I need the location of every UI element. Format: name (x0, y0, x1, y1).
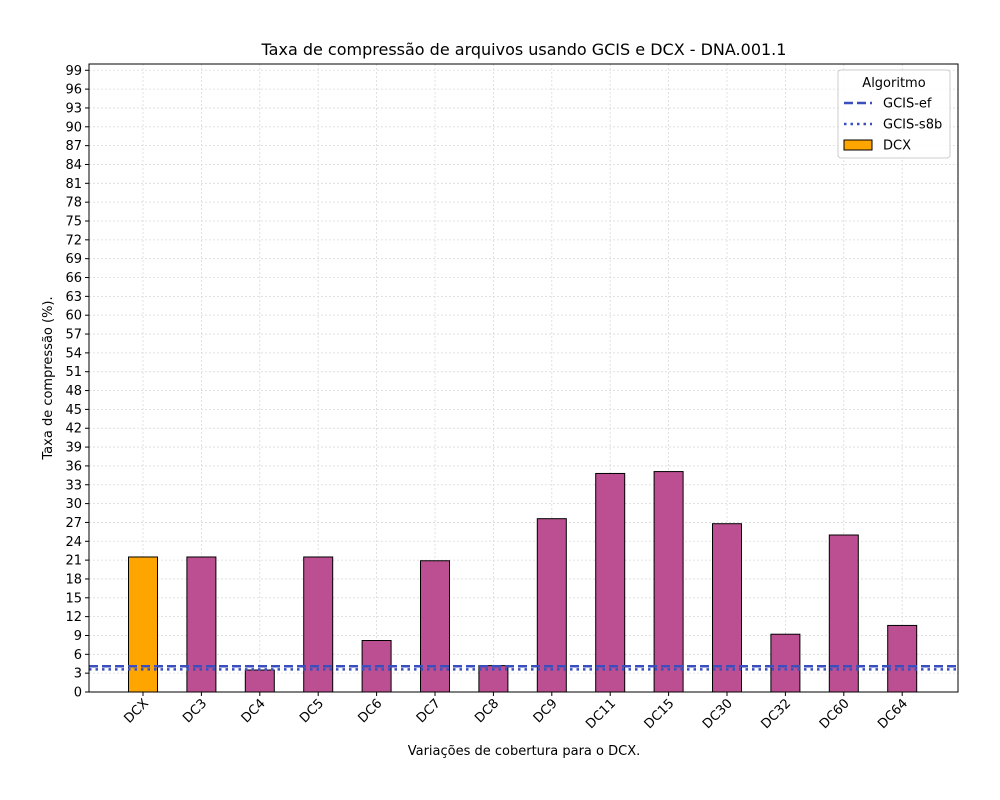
y-tick-label: 72 (65, 233, 82, 248)
y-tick-label: 0 (74, 686, 82, 701)
bar-dc7 (420, 560, 450, 693)
bar-dc5 (303, 556, 334, 693)
y-tick-label: 18 (65, 572, 82, 587)
y-tick-label: 42 (65, 422, 82, 437)
y-tick-label: 63 (65, 290, 82, 305)
y-axis-label: Taxa de compressão (%). (41, 296, 56, 460)
legend-label-gcis-s8b: GCIS-s8b (883, 118, 942, 133)
bar-dc3 (186, 556, 217, 693)
y-tick-label: 6 (74, 648, 82, 663)
y-tick-label: 69 (65, 252, 82, 267)
y-axis-ticks: 0369121518212427303336394245485154576063… (65, 64, 89, 701)
reference-lines (89, 665, 958, 671)
chart-title: Taxa de compressão de arquivos usando GC… (261, 40, 787, 59)
y-tick-label: 81 (65, 177, 82, 192)
y-tick-label: 87 (65, 139, 82, 154)
bar-dc64 (887, 624, 918, 693)
legend-box (837, 69, 951, 159)
legend-swatch-dcx (843, 139, 873, 151)
legend: Algoritmo GCIS-ef GCIS-s8b DCX (837, 69, 951, 159)
y-tick-label: 36 (65, 459, 82, 474)
y-tick-label: 24 (65, 535, 82, 550)
bar-dc15 (653, 471, 684, 693)
y-tick-label: 90 (65, 120, 82, 135)
y-tick-label: 51 (65, 365, 82, 380)
y-tick-label: 48 (65, 384, 82, 399)
y-tick-label: 39 (65, 441, 82, 456)
bar-dc11 (595, 472, 626, 693)
y-tick-label: 54 (65, 346, 82, 361)
y-tick-label: 84 (65, 158, 82, 173)
legend-label-gcis-ef: GCIS-ef (883, 97, 932, 112)
x-axis-label: Variações de cobertura para o DCX. (408, 744, 641, 759)
bar-dcx (128, 556, 158, 693)
bar-dc30 (712, 523, 742, 693)
grid-lines (89, 64, 958, 693)
y-tick-label: 12 (65, 610, 82, 625)
plot-frame (88, 63, 959, 693)
y-tick-label: 96 (65, 83, 82, 98)
y-tick-label: 33 (65, 478, 82, 493)
y-tick-label: 45 (65, 403, 82, 418)
y-tick-label: 75 (65, 215, 82, 230)
y-tick-label: 60 (65, 309, 82, 324)
bar-dc32 (770, 633, 801, 693)
legend-label-dcx: DCX (883, 139, 911, 154)
y-tick-label: 66 (65, 271, 82, 286)
legend-title: Algoritmo (862, 76, 925, 91)
y-tick-label: 21 (65, 554, 82, 569)
y-tick-label: 57 (65, 328, 82, 343)
y-tick-label: 3 (74, 667, 82, 682)
y-tick-label: 78 (65, 196, 82, 211)
y-tick-label: 30 (65, 497, 82, 512)
y-tick-label: 27 (65, 516, 82, 531)
bar-dc4 (244, 669, 275, 693)
y-tick-label: 93 (65, 101, 82, 116)
y-tick-label: 15 (65, 591, 82, 606)
y-tick-label: 99 (65, 64, 82, 79)
y-tick-label: 9 (74, 629, 82, 644)
